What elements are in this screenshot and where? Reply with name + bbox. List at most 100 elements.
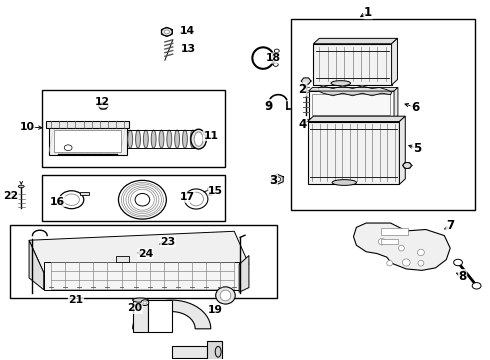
Circle shape bbox=[208, 187, 214, 191]
Polygon shape bbox=[309, 87, 398, 91]
Bar bbox=[42, 175, 225, 221]
Bar bbox=[381, 239, 398, 244]
Bar bbox=[133, 300, 148, 332]
Ellipse shape bbox=[190, 130, 195, 148]
Circle shape bbox=[59, 191, 84, 209]
Polygon shape bbox=[271, 174, 283, 184]
Polygon shape bbox=[394, 87, 398, 119]
Circle shape bbox=[203, 132, 207, 135]
Bar bbox=[10, 225, 277, 298]
Ellipse shape bbox=[189, 192, 203, 206]
Bar bbox=[116, 256, 129, 262]
Ellipse shape bbox=[135, 193, 150, 206]
Ellipse shape bbox=[418, 260, 424, 266]
Circle shape bbox=[143, 301, 147, 304]
Text: 13: 13 bbox=[181, 44, 196, 54]
Bar bbox=[308, 122, 399, 184]
Text: 11: 11 bbox=[203, 131, 219, 140]
Ellipse shape bbox=[191, 129, 206, 149]
Text: 15: 15 bbox=[208, 186, 223, 197]
Ellipse shape bbox=[216, 287, 235, 304]
Bar bbox=[207, 341, 221, 360]
Ellipse shape bbox=[184, 189, 208, 209]
Text: 24: 24 bbox=[138, 248, 153, 258]
Bar bbox=[42, 90, 225, 167]
Ellipse shape bbox=[18, 185, 24, 188]
Circle shape bbox=[403, 163, 411, 168]
Text: 7: 7 bbox=[446, 219, 454, 233]
Ellipse shape bbox=[332, 180, 357, 185]
Polygon shape bbox=[133, 300, 211, 329]
Circle shape bbox=[162, 28, 172, 36]
Polygon shape bbox=[29, 240, 44, 290]
Ellipse shape bbox=[174, 130, 179, 148]
Text: 8: 8 bbox=[458, 270, 466, 283]
Ellipse shape bbox=[182, 130, 187, 148]
Ellipse shape bbox=[136, 130, 141, 148]
Polygon shape bbox=[353, 223, 450, 270]
Circle shape bbox=[64, 145, 72, 150]
Text: 5: 5 bbox=[413, 142, 421, 155]
Ellipse shape bbox=[194, 132, 203, 146]
Text: 22: 22 bbox=[3, 191, 18, 201]
Ellipse shape bbox=[417, 249, 424, 256]
Circle shape bbox=[472, 283, 481, 289]
Text: 10: 10 bbox=[20, 122, 35, 132]
Text: 17: 17 bbox=[180, 192, 195, 202]
Circle shape bbox=[274, 177, 281, 182]
Circle shape bbox=[273, 63, 278, 66]
Polygon shape bbox=[318, 86, 392, 96]
Circle shape bbox=[454, 259, 463, 266]
Bar bbox=[172, 346, 211, 357]
Text: 23: 23 bbox=[160, 237, 175, 247]
Polygon shape bbox=[392, 39, 397, 85]
Bar bbox=[309, 91, 394, 119]
Ellipse shape bbox=[387, 261, 392, 266]
Ellipse shape bbox=[159, 130, 164, 148]
Ellipse shape bbox=[167, 130, 172, 148]
Bar bbox=[314, 44, 392, 85]
Ellipse shape bbox=[119, 180, 166, 219]
Bar bbox=[44, 262, 239, 290]
Text: 19: 19 bbox=[208, 305, 223, 315]
Circle shape bbox=[99, 103, 108, 109]
Polygon shape bbox=[239, 256, 249, 292]
Ellipse shape bbox=[133, 298, 148, 302]
Bar bbox=[292, 19, 475, 211]
Bar bbox=[148, 300, 172, 332]
Bar bbox=[381, 228, 408, 234]
Text: 14: 14 bbox=[180, 26, 195, 36]
Circle shape bbox=[64, 194, 79, 206]
Bar bbox=[49, 126, 127, 155]
Bar bbox=[313, 94, 390, 116]
Text: 1: 1 bbox=[364, 6, 372, 19]
Ellipse shape bbox=[215, 346, 221, 357]
Text: 18: 18 bbox=[266, 53, 281, 63]
Text: 12: 12 bbox=[95, 97, 110, 107]
Polygon shape bbox=[29, 231, 249, 273]
Ellipse shape bbox=[331, 81, 350, 86]
Ellipse shape bbox=[398, 245, 404, 251]
Polygon shape bbox=[308, 116, 405, 122]
Text: 16: 16 bbox=[50, 197, 65, 207]
Text: 21: 21 bbox=[69, 295, 83, 305]
Circle shape bbox=[274, 49, 279, 53]
Bar bbox=[54, 130, 121, 152]
Polygon shape bbox=[301, 78, 311, 84]
Text: 2: 2 bbox=[298, 83, 307, 96]
Text: 4: 4 bbox=[298, 118, 307, 131]
Polygon shape bbox=[399, 116, 405, 184]
Text: 6: 6 bbox=[411, 101, 419, 114]
Bar bbox=[46, 121, 129, 128]
Bar bbox=[80, 192, 89, 195]
Polygon shape bbox=[314, 39, 397, 44]
Text: 9: 9 bbox=[264, 100, 272, 113]
Circle shape bbox=[165, 30, 169, 34]
Ellipse shape bbox=[402, 259, 410, 266]
Ellipse shape bbox=[144, 130, 148, 148]
Ellipse shape bbox=[151, 130, 156, 148]
Ellipse shape bbox=[220, 290, 231, 301]
Circle shape bbox=[141, 300, 149, 306]
Text: 20: 20 bbox=[127, 303, 142, 314]
Ellipse shape bbox=[378, 238, 385, 245]
